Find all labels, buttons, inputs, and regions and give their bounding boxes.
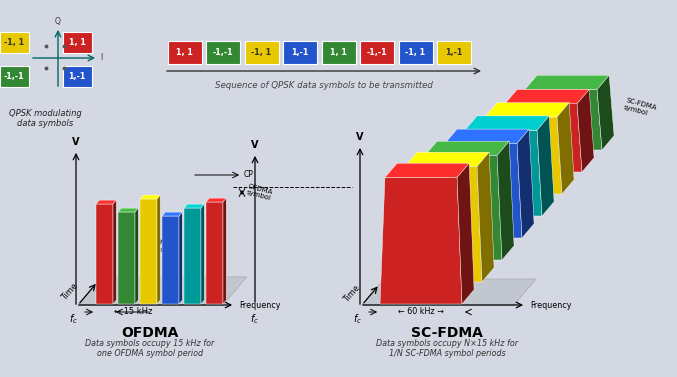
Polygon shape xyxy=(140,199,157,304)
Text: Sequence of QPSK data symbols to be transmitted: Sequence of QPSK data symbols to be tran… xyxy=(215,81,433,90)
FancyBboxPatch shape xyxy=(283,41,317,64)
Polygon shape xyxy=(96,200,116,204)
Polygon shape xyxy=(457,163,474,304)
Polygon shape xyxy=(184,208,201,304)
Polygon shape xyxy=(118,212,135,304)
Text: V: V xyxy=(251,140,259,150)
Text: OFDMA
symbol: OFDMA symbol xyxy=(246,183,274,202)
Polygon shape xyxy=(380,178,462,304)
Polygon shape xyxy=(78,277,246,305)
Text: Data symbols occupy N×15 kHz for
1/N SC-FDMA symbol periods: Data symbols occupy N×15 kHz for 1/N SC-… xyxy=(376,339,518,359)
Text: -1, 1: -1, 1 xyxy=(4,38,24,48)
Polygon shape xyxy=(118,208,138,212)
Text: $f_c$: $f_c$ xyxy=(353,312,362,326)
Text: ← 60 kHz →: ← 60 kHz → xyxy=(398,308,444,317)
FancyBboxPatch shape xyxy=(244,41,278,64)
FancyBboxPatch shape xyxy=(399,41,433,64)
FancyBboxPatch shape xyxy=(167,41,202,64)
Text: I: I xyxy=(100,54,102,63)
Text: V: V xyxy=(72,137,80,147)
Polygon shape xyxy=(520,89,602,150)
Text: 1, 1: 1, 1 xyxy=(69,38,86,48)
Polygon shape xyxy=(405,152,489,167)
Text: 1, 1: 1, 1 xyxy=(176,48,193,57)
FancyBboxPatch shape xyxy=(0,32,29,54)
Polygon shape xyxy=(362,279,536,305)
Polygon shape xyxy=(113,200,116,304)
Polygon shape xyxy=(385,163,469,178)
Polygon shape xyxy=(477,152,494,282)
Text: Time: Time xyxy=(342,283,362,304)
Polygon shape xyxy=(162,216,179,304)
Text: OFDMA
symbol: OFDMA symbol xyxy=(153,238,181,257)
Text: Time: Time xyxy=(60,282,80,302)
Polygon shape xyxy=(184,204,204,208)
Polygon shape xyxy=(480,117,562,194)
Text: -1, 1: -1, 1 xyxy=(251,48,271,57)
FancyBboxPatch shape xyxy=(62,32,92,54)
Polygon shape xyxy=(460,130,542,216)
Polygon shape xyxy=(525,75,609,89)
Text: Frequency: Frequency xyxy=(239,300,280,310)
Text: CP: CP xyxy=(244,170,254,179)
FancyBboxPatch shape xyxy=(437,41,471,64)
Text: -1, 1: -1, 1 xyxy=(406,48,426,57)
Text: Q: Q xyxy=(55,17,61,26)
Polygon shape xyxy=(162,212,182,216)
Polygon shape xyxy=(420,155,502,260)
Text: SC-FDMA: SC-FDMA xyxy=(411,326,483,340)
Text: OFDMA: OFDMA xyxy=(121,326,179,340)
Polygon shape xyxy=(505,89,589,104)
Polygon shape xyxy=(537,116,554,216)
Polygon shape xyxy=(96,204,113,304)
Polygon shape xyxy=(400,167,482,282)
Polygon shape xyxy=(497,141,514,260)
FancyBboxPatch shape xyxy=(62,66,92,87)
Text: ← 15 kHz: ← 15 kHz xyxy=(114,308,152,317)
Polygon shape xyxy=(517,129,534,238)
FancyBboxPatch shape xyxy=(322,41,355,64)
Text: 1, 1: 1, 1 xyxy=(330,48,347,57)
Text: Data symbols occupy 15 kHz for
one OFDMA symbol period: Data symbols occupy 15 kHz for one OFDMA… xyxy=(85,339,215,359)
Polygon shape xyxy=(223,198,226,304)
Polygon shape xyxy=(425,141,509,155)
Text: 1,-1: 1,-1 xyxy=(291,48,309,57)
FancyBboxPatch shape xyxy=(360,41,394,64)
FancyBboxPatch shape xyxy=(206,41,240,64)
Text: -1,-1: -1,-1 xyxy=(4,72,24,81)
Polygon shape xyxy=(445,129,529,143)
Text: QPSK modulating
data symbols: QPSK modulating data symbols xyxy=(9,109,81,129)
Text: $f_c$: $f_c$ xyxy=(70,312,79,326)
Polygon shape xyxy=(500,104,582,172)
Polygon shape xyxy=(135,208,138,304)
Text: 1,-1: 1,-1 xyxy=(68,72,86,81)
Polygon shape xyxy=(179,212,182,304)
Polygon shape xyxy=(440,143,522,238)
Polygon shape xyxy=(206,202,223,304)
Polygon shape xyxy=(465,116,549,130)
Text: SC-FDMA
symbol: SC-FDMA symbol xyxy=(497,156,531,177)
Text: Frequency: Frequency xyxy=(530,300,571,310)
FancyBboxPatch shape xyxy=(0,66,29,87)
Polygon shape xyxy=(577,89,594,172)
Polygon shape xyxy=(201,204,204,304)
Polygon shape xyxy=(485,103,569,117)
Polygon shape xyxy=(157,195,160,304)
Polygon shape xyxy=(206,198,226,202)
Text: 1,-1: 1,-1 xyxy=(445,48,462,57)
Polygon shape xyxy=(140,195,160,199)
Text: CP: CP xyxy=(495,169,505,178)
Text: V: V xyxy=(356,132,364,142)
Text: $f_c$: $f_c$ xyxy=(250,312,259,326)
Text: SC-FDMA
symbol: SC-FDMA symbol xyxy=(623,97,657,118)
Text: -1,-1: -1,-1 xyxy=(213,48,234,57)
Polygon shape xyxy=(557,103,574,194)
Text: -1,-1: -1,-1 xyxy=(367,48,387,57)
Polygon shape xyxy=(597,75,614,150)
